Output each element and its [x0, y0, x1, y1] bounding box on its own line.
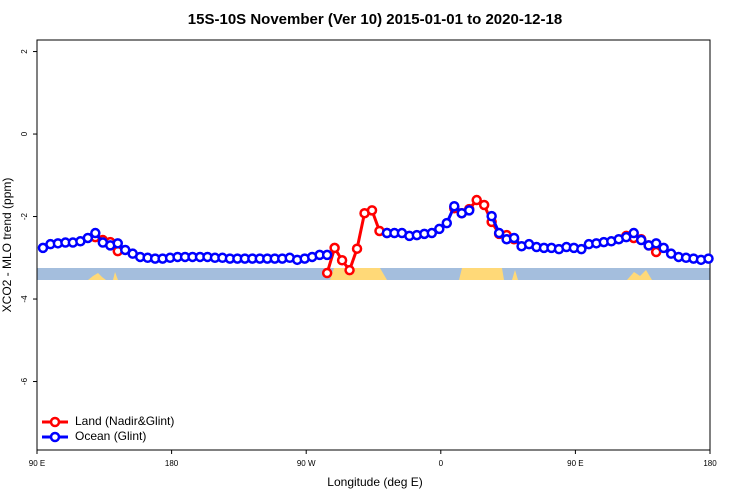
x-tick-label: 0 — [439, 459, 444, 468]
y-tick-label: -4 — [20, 295, 29, 303]
data-point — [90, 227, 101, 239]
y-tick-label: 0 — [20, 131, 29, 136]
data-point — [486, 210, 497, 222]
land-patch — [627, 270, 652, 280]
data-point — [82, 232, 94, 244]
y-axis-label: XCO2 - MLO trend (ppm) — [0, 178, 14, 313]
data-point — [441, 217, 453, 229]
data-point — [628, 227, 639, 239]
data-point — [434, 223, 445, 235]
data-point — [478, 199, 490, 211]
data-point — [344, 264, 355, 276]
data-point — [329, 242, 340, 254]
x-tick-label: 90 E — [567, 459, 583, 468]
data-point — [112, 238, 124, 249]
y-tick-label: 2 — [20, 49, 29, 54]
land-patch — [459, 268, 518, 280]
land-patch — [88, 272, 118, 280]
data-point — [493, 227, 505, 239]
data-point — [658, 242, 669, 254]
data-point — [321, 249, 333, 261]
data-point — [650, 238, 662, 249]
land-patch — [330, 268, 387, 280]
data-point — [321, 267, 333, 279]
data-point — [351, 243, 363, 254]
land-ocean-strip — [37, 268, 710, 280]
legend-marker — [49, 416, 61, 428]
legend-label: Land (Nadir&Glint) — [75, 414, 174, 428]
y-tick-label: -2 — [20, 212, 29, 220]
data-point — [449, 200, 460, 212]
x-axis-label: Longitude (deg E) — [327, 475, 422, 489]
x-tick-label: 90 E — [29, 459, 45, 468]
data-point — [471, 194, 482, 206]
x-tick-label: 180 — [703, 459, 717, 468]
data-point — [463, 205, 475, 216]
data-point — [508, 232, 520, 244]
data-point — [635, 234, 647, 246]
x-tick-label: 180 — [165, 459, 179, 468]
data-point — [426, 227, 438, 239]
legend-marker — [49, 431, 61, 443]
data-point — [576, 243, 587, 255]
x-tick-label: 90 W — [297, 459, 316, 468]
data-point — [336, 255, 348, 266]
y-tick-label: -6 — [20, 377, 29, 385]
legend-label: Ocean (Glint) — [75, 429, 146, 443]
data-point — [620, 231, 632, 243]
data-point — [703, 253, 714, 264]
data-point — [366, 205, 378, 216]
plot-frame — [36, 39, 711, 451]
chart-title: 15S-10S November (Ver 10) 2015-01-01 to … — [188, 11, 562, 28]
